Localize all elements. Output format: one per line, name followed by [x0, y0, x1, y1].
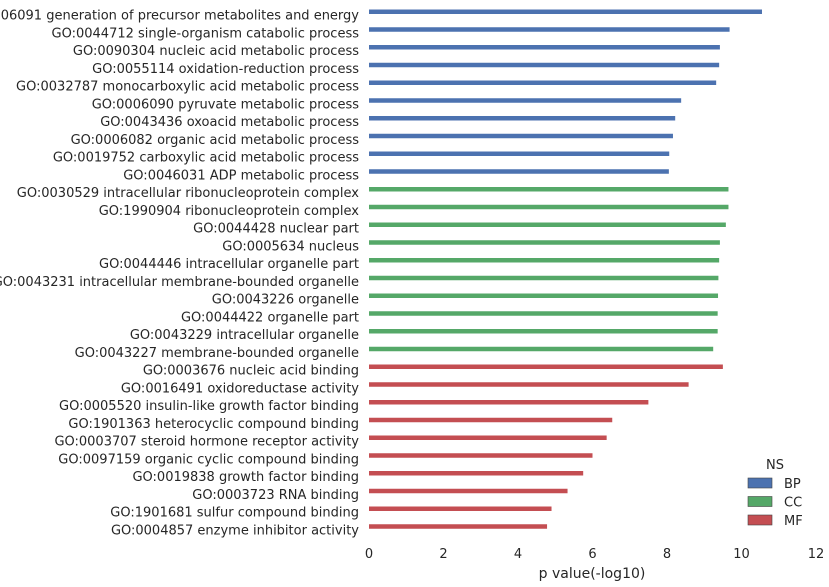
category-label: GO:0019752 carboxylic acid metabolic pro… — [53, 151, 359, 166]
x-tick-label: 6 — [588, 547, 596, 562]
category-label: GO:0016491 oxidoreductase activity — [121, 381, 359, 396]
x-axis-label: p value(-log10) — [539, 566, 646, 582]
legend-label-bp: BP — [784, 477, 801, 492]
x-tick-label: 10 — [733, 547, 750, 562]
bar-cc-7 — [369, 311, 718, 316]
category-label: GO:0043229 intracellular organelle — [130, 328, 359, 343]
bar-bp-8 — [369, 151, 670, 156]
category-label: GO:0097159 organic cyclic compound bindi… — [58, 452, 359, 467]
bar-cc-1 — [369, 204, 729, 210]
legend-swatch-cc — [747, 496, 773, 507]
category-label: GO:0043226 organelle — [212, 293, 359, 308]
legend-title: NS — [766, 458, 784, 473]
category-label: GO:1901363 heterocyclic compound binding — [68, 417, 359, 432]
bar-cc-4 — [369, 258, 720, 263]
category-label: GO:0003676 nucleic acid binding — [143, 364, 359, 379]
bar-cc-8 — [369, 329, 718, 334]
category-label: GO:0006091 generation of precursor metab… — [0, 9, 359, 24]
category-label: GO:0019838 growth factor binding — [132, 470, 359, 485]
category-label: GO:0003723 RNA binding — [192, 488, 359, 503]
x-axis-ticks: 0 2 4 6 8 10 12 — [365, 547, 824, 562]
bars-group — [369, 9, 762, 529]
category-label: GO:0044446 intracellular organelle part — [99, 257, 359, 272]
bar-mf-5 — [369, 453, 593, 458]
legend-label-cc: CC — [784, 496, 802, 511]
bar-cc-9 — [369, 346, 714, 352]
bar-mf-2 — [369, 400, 649, 405]
bar-bp-2 — [369, 45, 720, 50]
bar-bp-9 — [369, 169, 669, 174]
legend-swatch-bp — [747, 477, 773, 489]
category-label: GO:0043227 membrane-bounded organelle — [75, 346, 359, 361]
bar-cc-5 — [369, 275, 719, 281]
category-label: GO:0044712 single-organism catabolic pro… — [52, 26, 360, 41]
bar-mf-7 — [369, 488, 568, 494]
category-label: GO:0004857 enzyme inhibitor activity — [111, 523, 359, 538]
x-tick-label: 8 — [663, 547, 671, 562]
category-labels: GO:0006091 generation of precursor metab… — [0, 9, 359, 539]
bar-mf-1 — [369, 382, 689, 387]
legend-swatch-mf — [747, 514, 773, 526]
category-label: GO:0006090 pyruvate metabolic process — [92, 97, 360, 112]
category-label: GO:0046031 ADP metabolic process — [123, 168, 359, 183]
category-label: GO:0005634 nucleus — [222, 239, 359, 254]
category-label: GO:0044428 nuclear part — [193, 222, 359, 237]
bar-cc-3 — [369, 240, 720, 245]
bar-bp-7 — [369, 133, 673, 139]
category-label: GO:0032787 monocarboxylic acid metabolic… — [16, 80, 359, 95]
category-label: GO:0005520 insulin-like growth factor bi… — [59, 399, 359, 414]
bar-bp-0 — [369, 9, 762, 14]
bar-bp-6 — [369, 116, 676, 121]
bar-bp-1 — [369, 27, 730, 32]
bar-cc-0 — [369, 187, 729, 192]
category-label: GO:1901681 sulfur compound binding — [110, 506, 359, 521]
bar-bp-5 — [369, 98, 682, 103]
category-label: GO:0043231 intracellular membrane-bounde… — [0, 275, 359, 290]
category-label: GO:0006082 organic acid metabolic proces… — [71, 133, 360, 148]
bar-mf-0 — [369, 364, 723, 369]
x-tick-label: 4 — [514, 547, 522, 562]
bar-mf-3 — [369, 417, 613, 423]
legend: NS BP CC MF — [747, 458, 803, 529]
bar-mf-4 — [369, 435, 607, 440]
bar-mf-9 — [369, 524, 548, 529]
category-label: GO:0090304 nucleic acid metabolic proces… — [73, 44, 359, 59]
category-label: GO:1990904 ribonucleoprotein complex — [99, 204, 360, 219]
category-label: GO:0055114 oxidation-reduction process — [92, 62, 359, 77]
legend-label-mf: MF — [784, 514, 803, 529]
x-tick-label: 12 — [808, 547, 825, 562]
x-tick-label: 0 — [365, 547, 373, 562]
bar-cc-2 — [369, 222, 726, 227]
bar-mf-6 — [369, 471, 584, 476]
bar-bp-3 — [369, 62, 720, 68]
bar-mf-8 — [369, 506, 552, 511]
bar-cc-6 — [369, 293, 719, 298]
category-label: GO:0030529 intracellular ribonucleoprote… — [17, 186, 360, 201]
category-label: GO:0044422 organelle part — [181, 310, 359, 325]
x-tick-label: 2 — [439, 547, 447, 562]
bar-bp-4 — [369, 80, 717, 85]
category-label: GO:0043436 oxoacid metabolic process — [100, 115, 359, 130]
category-label: GO:0003707 steroid hormone receptor acti… — [54, 435, 359, 450]
